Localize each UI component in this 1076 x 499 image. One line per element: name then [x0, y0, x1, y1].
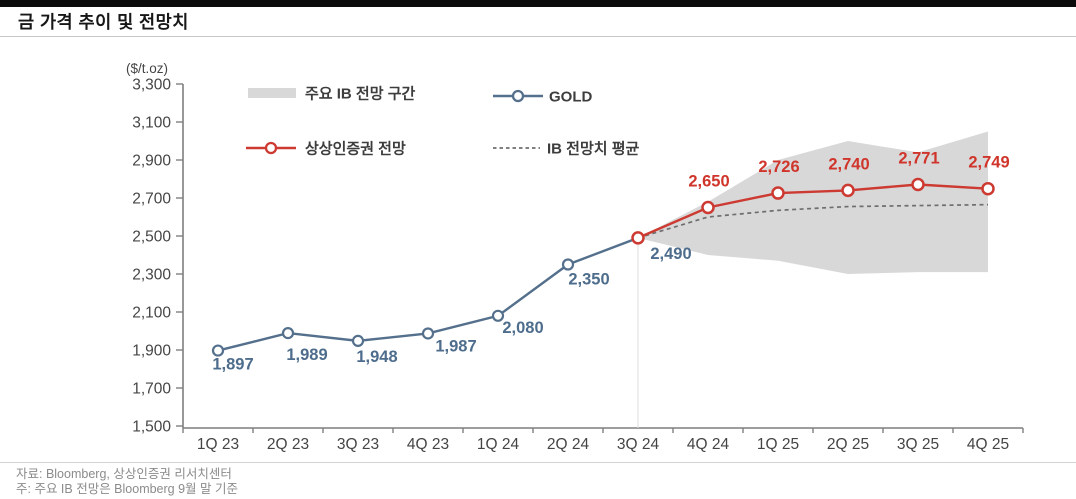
x-axis-tick-label: 4Q 23: [407, 436, 449, 453]
forecast-data-label: 2,771: [898, 150, 939, 168]
x-axis-tick-label: 4Q 25: [967, 436, 1009, 453]
y-axis-tick-label: 2,700: [132, 191, 171, 208]
forecast-data-label: 2,740: [828, 155, 869, 173]
forecast-data-label: 2,726: [758, 158, 799, 176]
gold-marker: [281, 326, 295, 340]
forecast-marker: [911, 177, 925, 192]
y-axis-tick-label: 1,700: [132, 381, 171, 398]
gold-data-label: 1,989: [286, 346, 327, 364]
y-axis-tick-label: 2,300: [132, 267, 171, 284]
forecast-marker: [841, 183, 855, 198]
forecast-data-label: 2,749: [968, 154, 1009, 172]
x-axis-tick-label: 2Q 24: [547, 436, 590, 453]
ib-forecast-band: [638, 131, 988, 274]
y-axis-tick-label: 2,100: [132, 305, 171, 322]
legend-band-swatch: [248, 88, 296, 98]
y-axis-tick-label: 3,100: [132, 115, 171, 132]
forecast-line: [637, 183, 989, 240]
y-axis-tick-label: 3,300: [132, 77, 171, 94]
legend-label: GOLD: [549, 89, 592, 106]
legend-label: IB 전망치 평균: [547, 140, 640, 158]
legend-label: 주요 IB 전망 구간: [305, 85, 416, 103]
forecast-marker: [631, 231, 645, 245]
gold-marker: [561, 258, 575, 271]
x-axis-tick-label: 2Q 25: [827, 436, 869, 453]
gold-marker: [211, 344, 225, 357]
legend-label: 상상인증권 전망: [305, 140, 406, 158]
forecast-marker: [771, 186, 785, 200]
x-axis-tick-label: 1Q 25: [757, 436, 799, 453]
gold-marker: [421, 327, 435, 340]
gold-data-label: 1,987: [435, 337, 476, 355]
footer: 자료: Bloomberg, 상상인증권 리서치센터 주: 주요 IB 전망은 …: [0, 462, 1076, 497]
chart-title: 금 가격 추이 및 전망치: [18, 12, 189, 32]
y-axis-tick-label: 1,900: [132, 343, 171, 360]
x-axis-tick-label: 3Q 23: [337, 436, 379, 453]
gold-data-label: 2,350: [568, 271, 609, 289]
y-axis-tick-label: 1,500: [132, 419, 171, 436]
top-bar: [0, 0, 1076, 7]
ib-average-line: [637, 203, 989, 239]
source-note: 자료: Bloomberg, 상상인증권 리서치센터: [16, 467, 232, 481]
forecast-marker: [701, 200, 715, 215]
legend-marker-swatch: [511, 89, 525, 103]
y-axis-tick-label: 2,900: [132, 153, 171, 170]
gold-data-label: 1,948: [356, 348, 397, 366]
forecast-data-label: 2,650: [688, 173, 729, 191]
gold-data-label: 1,897: [212, 356, 253, 374]
gold-data-label: 2,490: [650, 245, 691, 263]
gold-data-label: 2,080: [502, 319, 543, 337]
x-axis-tick-label: 1Q 23: [197, 436, 239, 453]
forecast-marker: [981, 181, 995, 196]
legend-marker-swatch: [264, 141, 278, 155]
x-axis-tick-label: 4Q 24: [687, 436, 730, 453]
y-axis-unit-label: ($/t.oz): [126, 61, 168, 76]
title-divider: [0, 36, 1076, 37]
gold-price-chart: ($/t.oz) 1,500 1,700 1,900 2,100 2,300 2,500 2,…: [126, 61, 1024, 453]
x-axis-tick-label: 1Q 24: [477, 436, 520, 453]
x-axis-tick-label: 2Q 23: [267, 436, 309, 453]
gold-marker: [351, 334, 365, 347]
gold-marker: [491, 309, 505, 322]
x-axis-tick-label: 3Q 25: [897, 436, 939, 453]
y-axis-tick-label: 2,500: [132, 229, 171, 246]
footnote: 주: 주요 IB 전망은 Bloomberg 9월 말 기준: [16, 482, 238, 496]
x-axis-tick-label: 3Q 24: [617, 436, 660, 453]
